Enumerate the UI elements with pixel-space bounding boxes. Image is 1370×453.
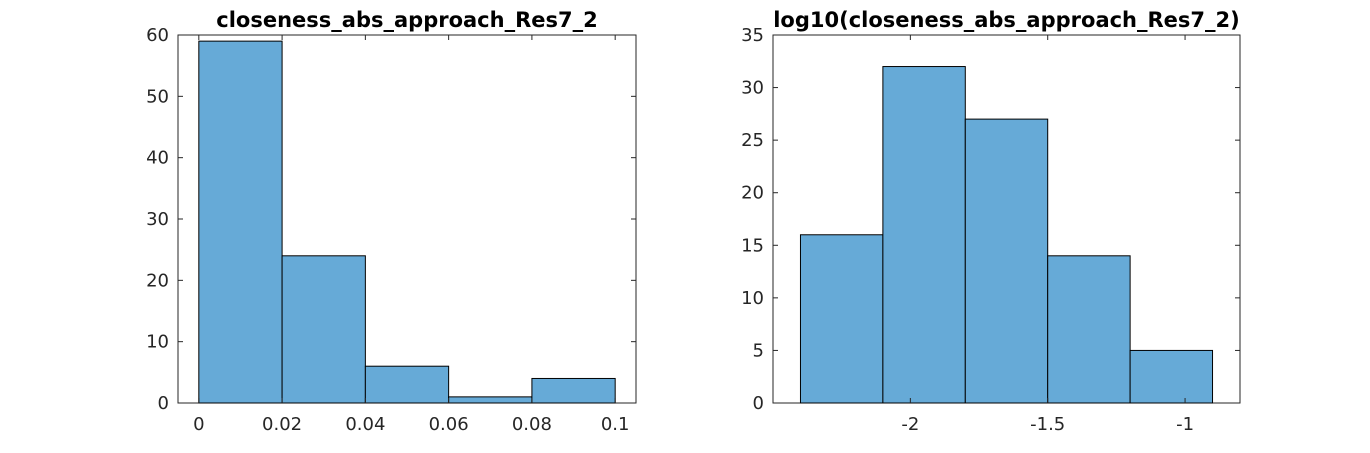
histogram-bar	[882, 66, 966, 404]
histogram-bar	[448, 396, 533, 404]
y-tick-label: 0	[753, 393, 764, 414]
histogram-bar	[799, 234, 884, 404]
y-tick-label: 10	[146, 332, 169, 353]
x-tick-label: 0.02	[262, 414, 302, 435]
y-tick-label: 15	[741, 235, 764, 256]
y-tick-label: 30	[146, 209, 169, 230]
y-tick-label: 60	[146, 25, 169, 46]
histogram-bar	[364, 365, 450, 404]
histogram-log10-closeness: -2 -1.5 -1 0 5 10 15 20 25 30 35 log10(closeness_a…	[741, 8, 1241, 435]
x-tick-label: -1.5	[1030, 414, 1065, 435]
chart-title: log10(closeness_abs_approach_Res7_2)	[773, 8, 1240, 32]
histogram-bar	[1129, 349, 1214, 404]
chart-title: closeness_abs_approach_Res7_2	[216, 8, 597, 32]
histogram-bar	[198, 40, 283, 404]
x-tick-label: 0	[193, 414, 204, 435]
x-tick-label: 0.06	[429, 414, 469, 435]
ticks: -2 -1.5 -1 0 5 10 15 20 25 30 35	[741, 25, 1240, 435]
y-tick-label: 25	[741, 130, 764, 151]
histogram-bar	[1047, 255, 1131, 404]
histogram-closeness: 0 0.02 0.04 0.06 0.08 0.1 0 10 20 30 40 50 60 closen…	[146, 8, 637, 435]
ticks: 0 0.02 0.04 0.06 0.08 0.1 0 10 20 30 40 50 60	[146, 25, 636, 435]
y-tick-label: 20	[146, 270, 169, 291]
histogram-bar	[964, 118, 1049, 404]
y-tick-label: 5	[753, 340, 764, 361]
histogram-bar	[531, 377, 616, 404]
y-tick-label: 50	[146, 86, 169, 107]
bars	[198, 40, 616, 404]
bars	[799, 66, 1214, 404]
x-tick-label: -2	[901, 414, 919, 435]
y-tick-label: 40	[146, 148, 169, 169]
x-tick-label: 0.08	[512, 414, 552, 435]
y-tick-label: 35	[741, 25, 764, 46]
y-tick-label: 30	[741, 78, 764, 99]
y-tick-label: 10	[741, 288, 764, 309]
x-tick-label: -1	[1176, 414, 1194, 435]
x-tick-label: 0.04	[345, 414, 385, 435]
x-tick-label: 0.1	[601, 414, 630, 435]
y-tick-label: 20	[741, 183, 764, 204]
y-tick-label: 0	[158, 393, 169, 414]
histogram-bar	[281, 255, 366, 404]
